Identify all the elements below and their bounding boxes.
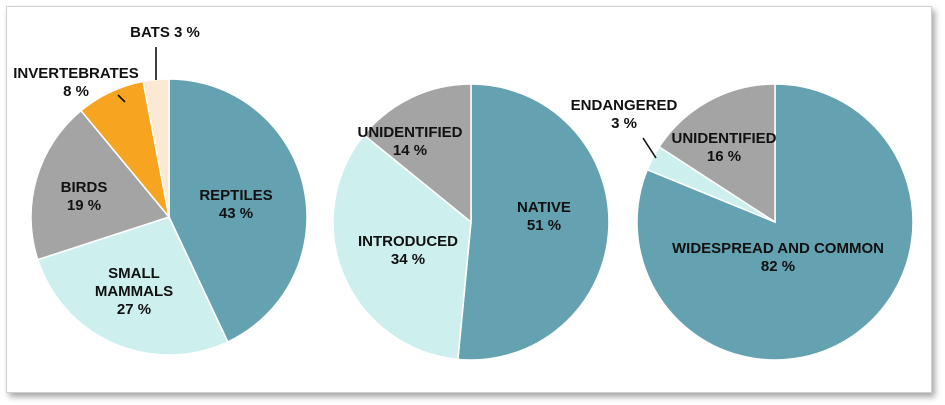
slice-label-endangered: ENDANGERED — [571, 97, 678, 114]
slice-value-small-mammals: 27 % — [117, 301, 151, 318]
slice-label-small-mammals: MAMMALS — [95, 283, 173, 300]
slice-value-birds: 19 % — [67, 197, 101, 214]
pie-slice-native — [457, 83, 610, 361]
pie-slice-small-mammals — [36, 216, 229, 356]
slice-value-endangered: 3 % — [611, 115, 637, 132]
slice-value-invertebrates: 8 % — [63, 83, 89, 100]
slice-value-widespread-and-common: 82 % — [761, 258, 795, 275]
slice-value-native: 51 % — [527, 217, 561, 234]
slice-label-birds: BIRDS — [61, 179, 108, 196]
slice-value-reptiles: 43 % — [219, 205, 253, 222]
pie-slice-birds — [30, 109, 171, 261]
slice-label-invertebrates: INVERTEBRATES — [13, 65, 139, 82]
slice-value-unidentified: 14 % — [393, 142, 427, 159]
slice-label-unidentified: UNIDENTIFIED — [672, 130, 777, 147]
slice-label-reptiles: REPTILES — [199, 187, 272, 204]
slice-label-native: NATIVE — [517, 199, 571, 216]
leader-line-endangered — [642, 137, 657, 159]
slice-label-bats: BATS 3 % — [130, 24, 200, 41]
leader-line-invertebrates — [117, 94, 126, 103]
slice-label-introduced: INTRODUCED — [358, 233, 458, 250]
slice-label-small-mammals: SMALL — [108, 265, 160, 282]
slice-value-introduced: 34 % — [391, 251, 425, 268]
slice-value-unidentified: 16 % — [707, 148, 741, 165]
pie-slice-unidentified — [362, 83, 472, 224]
pie-slice-reptiles — [168, 78, 308, 343]
pie-slice-unidentified — [658, 83, 776, 224]
pie-slice-introduced — [332, 133, 472, 361]
slice-label-unidentified: UNIDENTIFIED — [358, 124, 463, 141]
slice-label-widespread-and-common: WIDESPREAD AND COMMON — [672, 240, 884, 257]
